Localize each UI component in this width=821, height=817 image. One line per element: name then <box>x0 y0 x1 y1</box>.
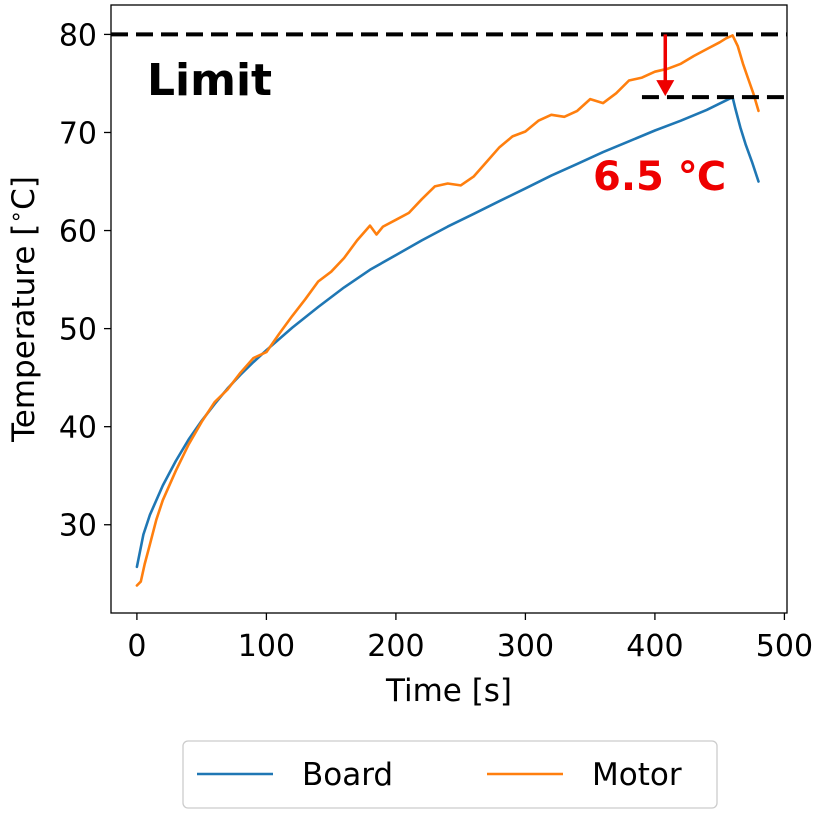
plot-frame <box>110 4 788 614</box>
y-axis-ticks: 30 40 50 60 70 80 <box>59 18 111 544</box>
legend: Board Motor <box>182 740 718 809</box>
legend-label-motor: Motor <box>592 757 682 793</box>
series-line-motor <box>135 34 760 587</box>
legend-label-board: Board <box>302 757 393 793</box>
y-tick-label: 60 <box>59 215 97 250</box>
x-tick-label: 500 <box>756 629 813 664</box>
y-tick-label: 40 <box>59 411 97 446</box>
x-axis-label: Time [s] <box>385 673 512 709</box>
x-tick-label: 200 <box>367 629 424 664</box>
x-tick-label: 300 <box>497 629 554 664</box>
legend-box <box>182 740 718 809</box>
x-tick-label: 400 <box>626 629 683 664</box>
y-axis-label: Temperature [∘C] <box>4 176 42 443</box>
delta-annotation: 6.5 ℃ <box>593 154 726 200</box>
x-tick-label: 0 <box>127 629 146 664</box>
y-tick-label: 80 <box>59 18 97 53</box>
x-axis-ticks: 0 100 200 300 400 500 <box>127 613 813 664</box>
delta-arrow-head <box>656 80 675 97</box>
plot-area: Limit 6.5 ℃ <box>110 4 788 614</box>
y-tick-label: 30 <box>59 509 97 544</box>
y-tick-label: 70 <box>59 116 97 151</box>
limit-annotation: Limit <box>147 55 272 106</box>
y-tick-label: 50 <box>59 313 97 348</box>
x-tick-label: 100 <box>238 629 295 664</box>
